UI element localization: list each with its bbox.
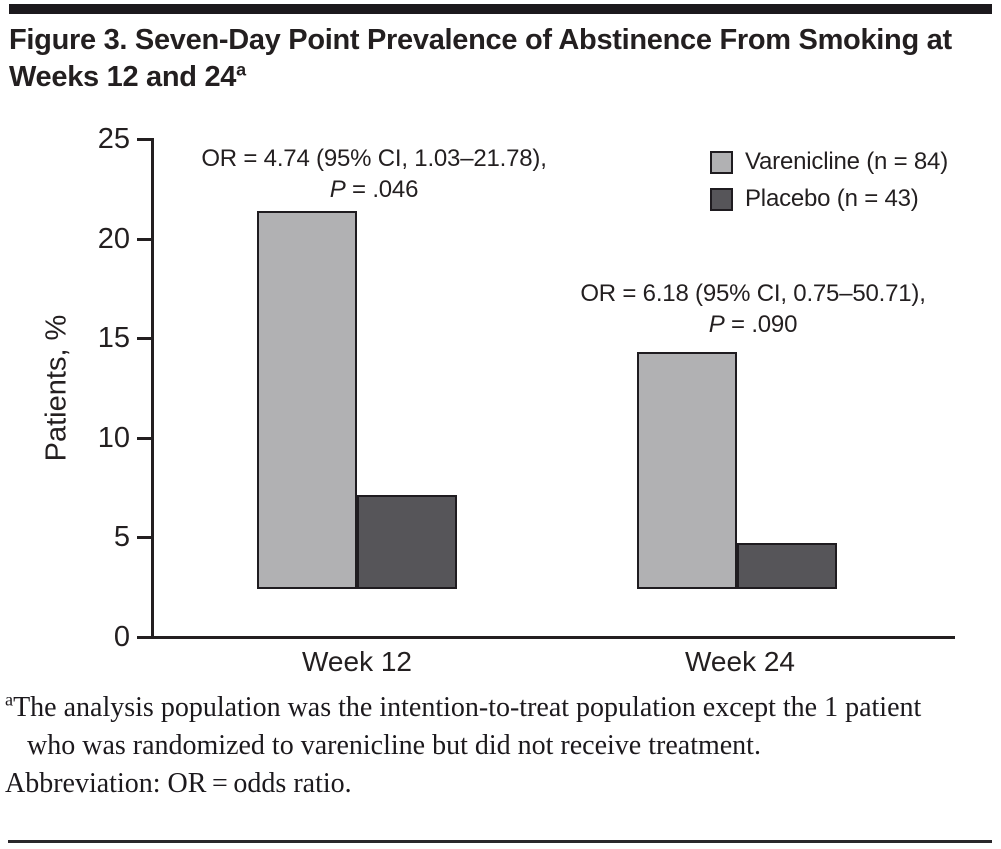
figure-title-text: Figure 3. Seven-Day Point Prevalence of … [9, 24, 952, 93]
annotation-week12-p-symbol: P [329, 176, 346, 203]
legend-label-placebo: Placebo (n = 43) [745, 185, 919, 212]
bottom-rule [8, 840, 992, 843]
y-tick-label: 15 [97, 322, 130, 355]
x-category-week12: Week 12 [302, 646, 412, 677]
legend-swatch-varenicline [710, 150, 733, 174]
y-tick-label: 0 [113, 621, 130, 653]
legend-label-varenicline: Varenicline (n = 84) [745, 148, 949, 175]
y-tick-mark [137, 138, 151, 141]
annotation-week12: OR = 4.74 (95% CI, 1.03–21.78), P = .046 [201, 143, 547, 205]
x-axis-line [151, 636, 955, 639]
legend-row-varenicline: Varenicline (n = 84) [710, 148, 948, 176]
annotation-week12-or: OR = 4.74 (95% CI, 1.03–21.78), [201, 145, 547, 172]
footnote-block: aThe analysis population was the intenti… [5, 689, 953, 803]
annotation-week12-p-value: = .046 [345, 176, 419, 203]
legend-swatch-placebo [710, 187, 733, 211]
bar-week12-placebo [357, 495, 457, 589]
annotation-week12-p: P = .046 [201, 174, 546, 205]
annotation-week24: OR = 6.18 (95% CI, 0.75–50.71), P = .090 [580, 278, 926, 340]
y-tick-mark [137, 636, 151, 639]
footnote-marker: a [5, 689, 14, 710]
annotation-week24-p-value: = .090 [724, 311, 798, 338]
y-axis-line [151, 138, 154, 639]
y-tick-mark [137, 237, 151, 241]
bar-week12-varenicline [257, 211, 357, 589]
y-tick-label: 5 [113, 521, 130, 554]
y-tick-label: 25 [97, 123, 130, 155]
y-tick-mark [137, 337, 151, 341]
annotation-week24-p: P = .090 [580, 309, 925, 340]
footnote-text: The analysis population was the intentio… [13, 692, 922, 761]
figure-title-superscript: a [236, 59, 246, 80]
annotation-week24-p-symbol: P [708, 311, 725, 338]
footnote-analysis-population: aThe analysis population was the intenti… [5, 689, 953, 765]
annotation-week24-or: OR = 6.18 (95% CI, 0.75–50.71), [580, 280, 926, 307]
bar-week24-varenicline [637, 352, 737, 589]
y-tick-mark [137, 536, 151, 540]
bar-week24-placebo [737, 543, 837, 589]
bar-chart: Patients, % 0 5 10 15 20 25 Week 12 Week 24 O… [0, 110, 1001, 690]
legend-row-placebo: Placebo (n = 43) [710, 185, 948, 213]
legend: Varenicline (n = 84) Placebo (n = 43) [710, 148, 948, 222]
top-rule [9, 4, 992, 14]
figure-title: Figure 3. Seven-Day Point Prevalence of … [9, 22, 961, 96]
y-tick-label: 10 [97, 421, 130, 454]
footnote-abbreviation: Abbreviation: OR = odds ratio. [5, 768, 352, 799]
y-tick-mark [137, 436, 151, 440]
x-category-week24: Week 24 [685, 646, 795, 677]
y-tick-label: 20 [97, 222, 130, 255]
